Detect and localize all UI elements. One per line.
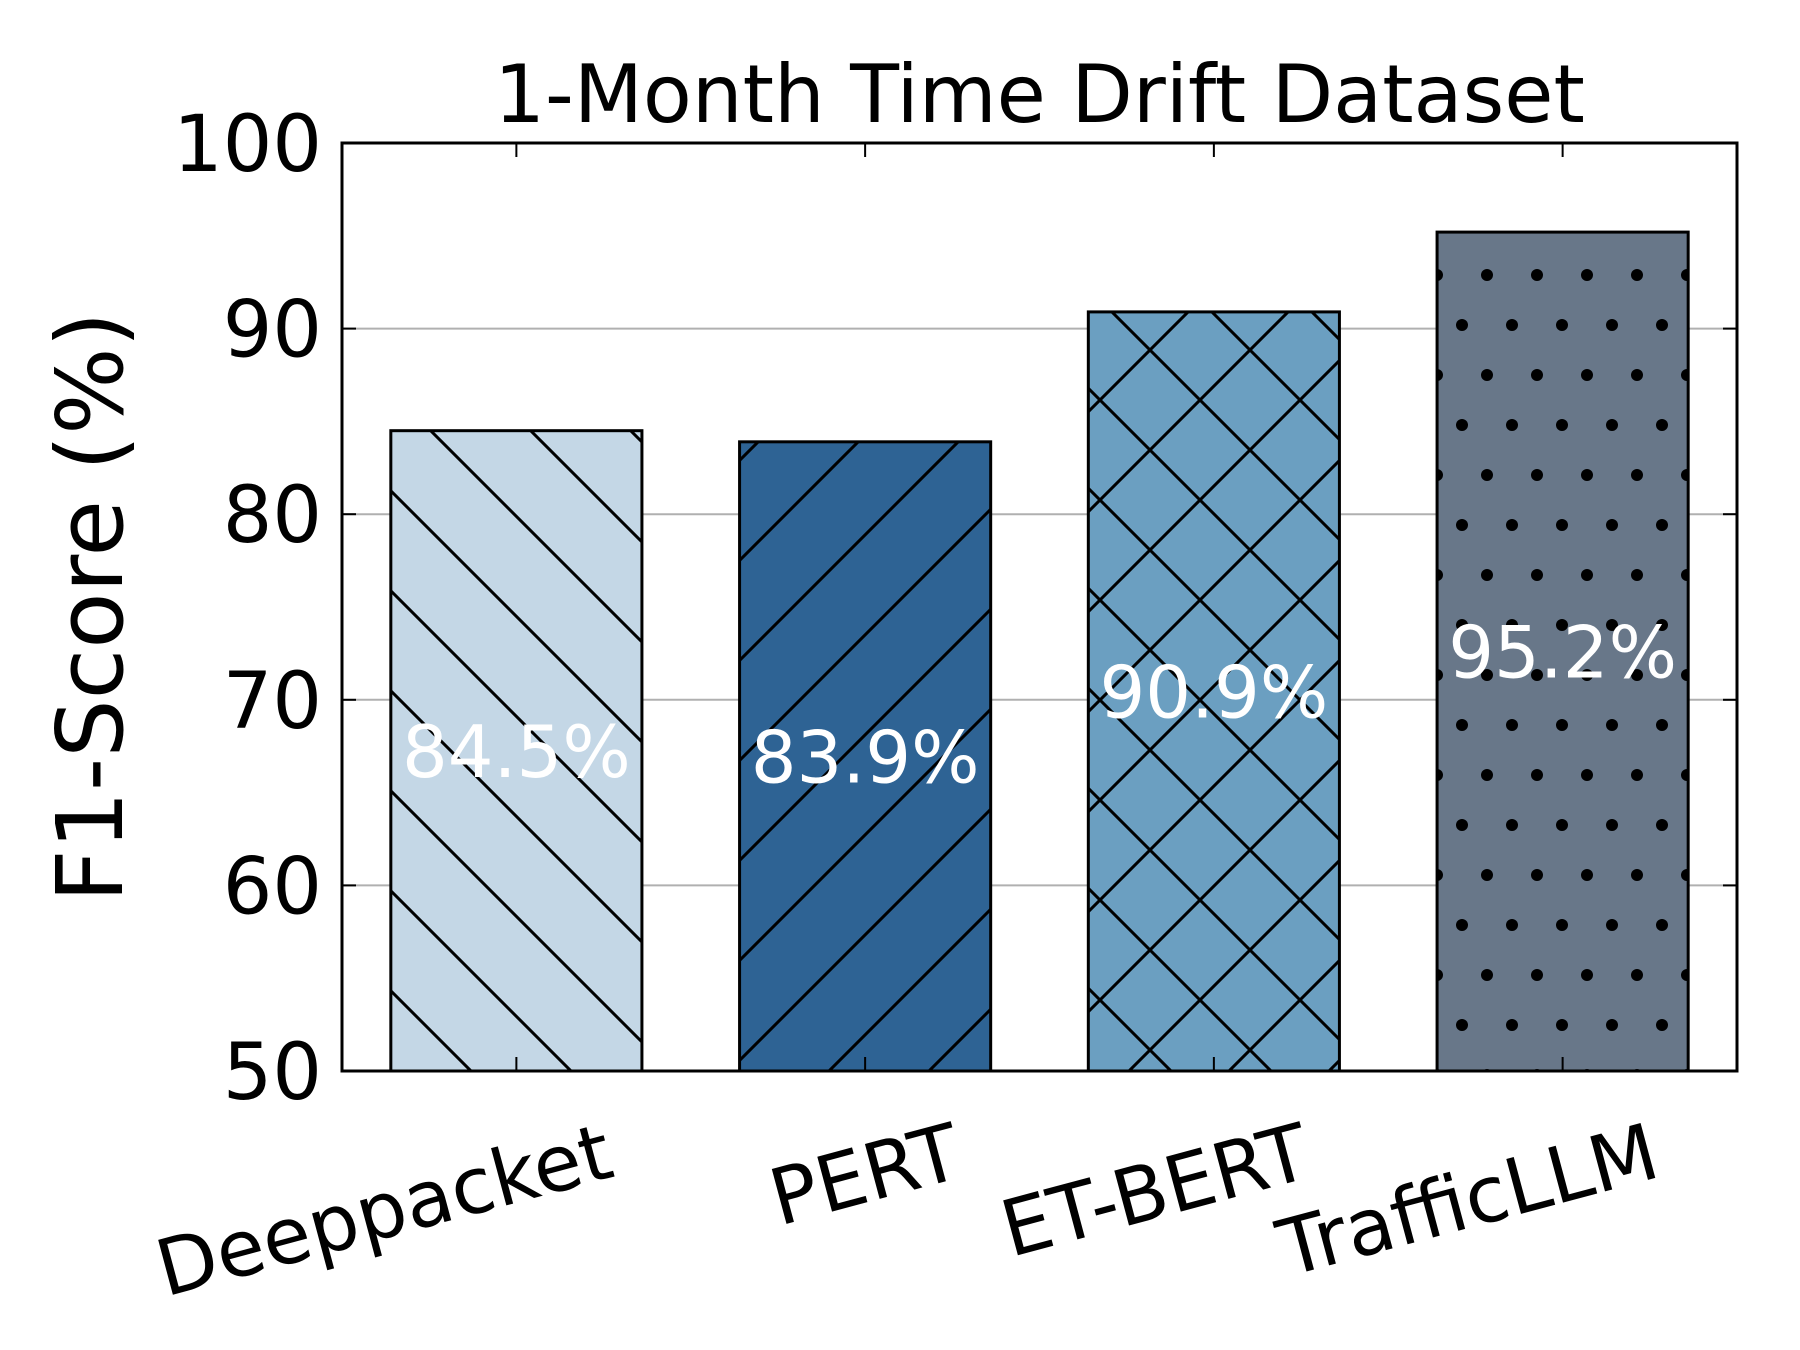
y-axis-label: F1-Score (%) — [37, 312, 144, 903]
x-tick-label: Deeppacket — [147, 1107, 621, 1315]
y-tick-label: 50 — [223, 1028, 322, 1118]
data-labels: 84.5% 83.9% 90.9% 95.2% — [402, 611, 1677, 800]
data-label: 90.9% — [1100, 650, 1329, 734]
bar — [1435, 230, 1690, 1073]
y-tick-label: 80 — [223, 471, 322, 561]
x-tick-label: PERT — [761, 1107, 971, 1244]
y-tick-label: 60 — [223, 842, 322, 932]
chart-title: 1-Month Time Drift Dataset — [494, 48, 1585, 141]
y-tick-label: 100 — [173, 100, 322, 190]
data-label: 84.5% — [402, 710, 631, 794]
x-tick-label: TrafficLLM — [1268, 1107, 1668, 1295]
data-label: 95.2% — [1448, 611, 1677, 695]
bar — [1086, 310, 1341, 1073]
bars — [389, 230, 1690, 1073]
data-label: 83.9% — [751, 715, 980, 799]
plot-frame — [340, 141, 1739, 1073]
bar — [738, 440, 993, 1073]
y-tick-label: 90 — [223, 286, 322, 376]
x-tick-label: ET-BERT — [992, 1107, 1319, 1275]
y-tick-label: 70 — [223, 657, 322, 747]
